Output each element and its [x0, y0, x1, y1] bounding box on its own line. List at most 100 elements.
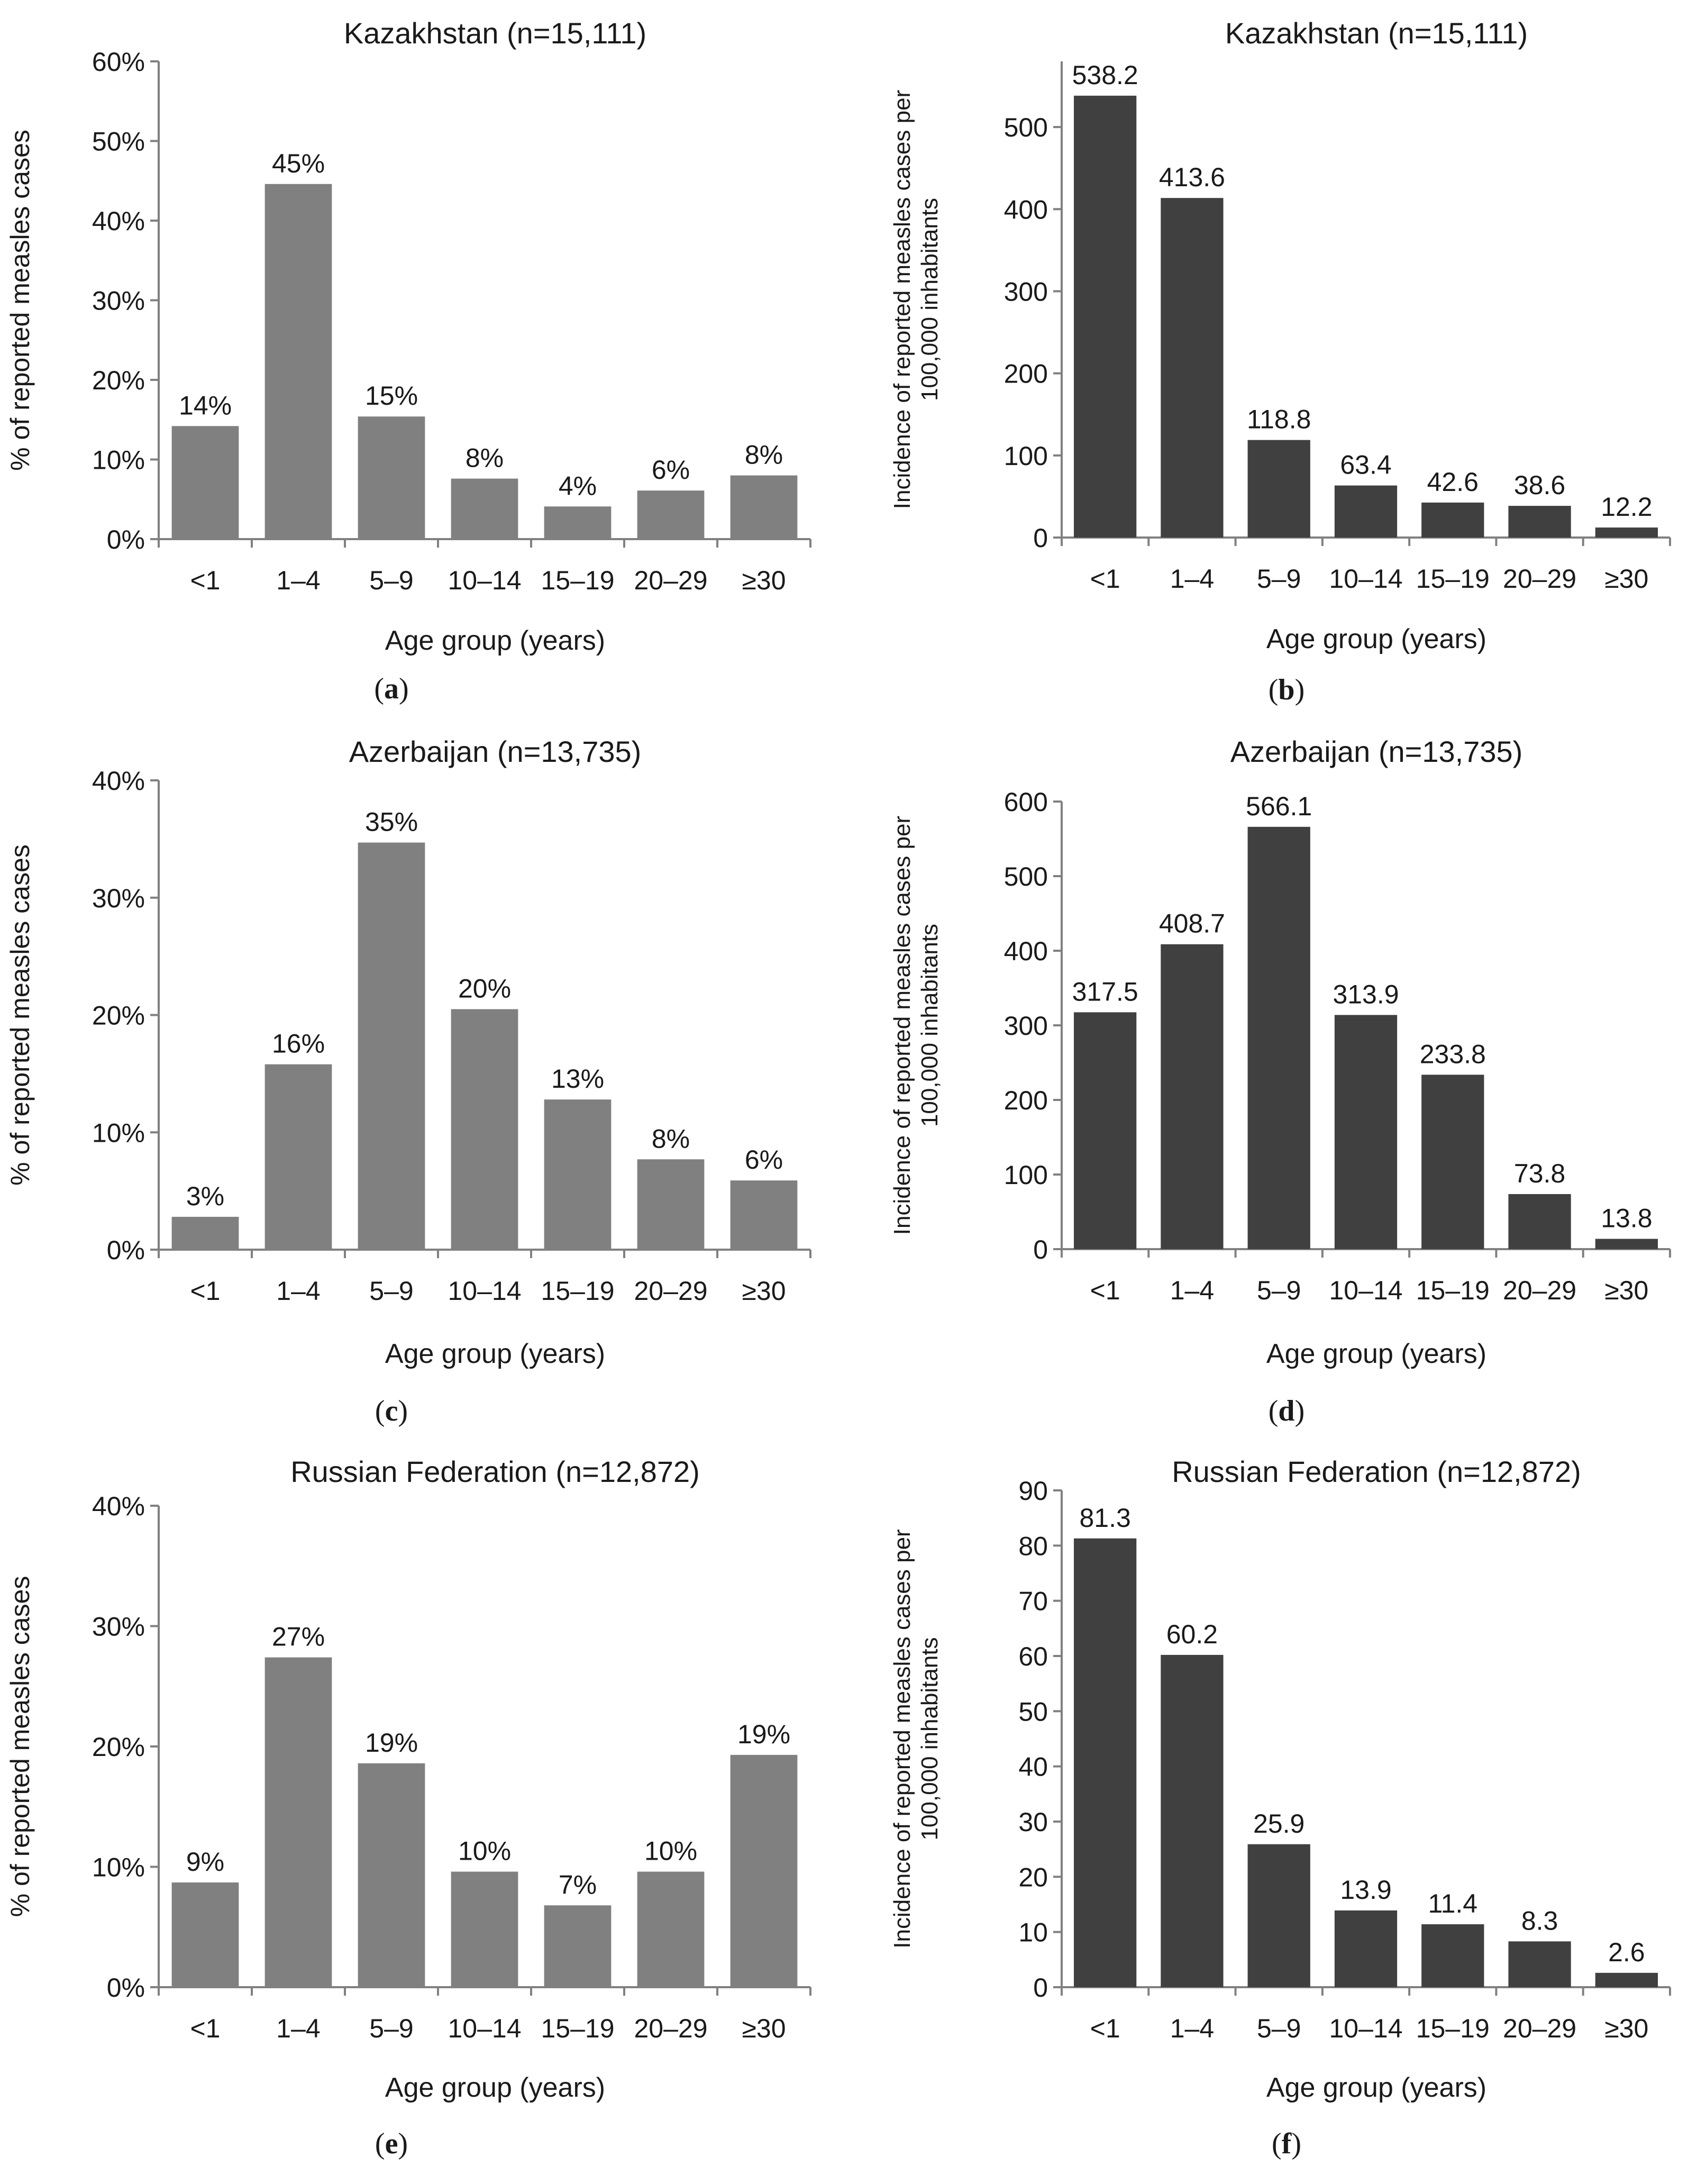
y-tick-label: 100 [1004, 1160, 1048, 1190]
bar-d-5 [1508, 1194, 1571, 1249]
x-tick-label: 1–4 [1170, 564, 1214, 594]
data-label: 73.8 [1514, 1159, 1565, 1188]
bar-a-5 [637, 490, 705, 539]
data-label: 7% [559, 1870, 597, 1899]
data-label: 408.7 [1159, 909, 1225, 939]
y-axis-label: % of reported measles cases [5, 844, 35, 1186]
y-tick-label: 30% [92, 884, 145, 913]
bar-c-1 [264, 1064, 332, 1250]
x-tick-label: <1 [1090, 2014, 1120, 2043]
data-label: 12.2 [1601, 492, 1652, 522]
panel-label: (d) [1269, 1395, 1304, 1427]
x-tick-label: ≥30 [742, 2014, 786, 2043]
y-tick-label: 10% [92, 1853, 145, 1882]
x-tick-label: 15–19 [1416, 2014, 1490, 2043]
y-tick-label: 500 [1004, 862, 1048, 891]
data-label: 60.2 [1166, 1619, 1218, 1649]
data-label: 25.9 [1253, 1809, 1304, 1839]
data-label: 14% [179, 390, 232, 420]
panel-label: (f) [1272, 2127, 1301, 2160]
y-tick-label: 30% [92, 1612, 145, 1642]
chart-title: Kazakhstan (n=15,111) [344, 16, 646, 50]
x-tick-label: 15–19 [1416, 564, 1490, 594]
x-tick-label: ≥30 [742, 566, 786, 595]
y-tick-label: 0 [1033, 1235, 1048, 1264]
y-tick-label: 400 [1004, 195, 1048, 224]
x-tick-label: 20–29 [1503, 564, 1576, 594]
data-label: 20% [458, 973, 511, 1003]
data-label: 413.6 [1159, 162, 1225, 192]
x-tick-label: 10–14 [1329, 564, 1402, 594]
data-label: 35% [365, 807, 418, 837]
x-tick-label: 10–14 [1329, 2014, 1402, 2043]
y-tick-label: 300 [1004, 1011, 1048, 1041]
x-tick-label: 20–29 [634, 566, 707, 595]
data-label: 45% [272, 149, 325, 178]
y-tick-label: 10% [92, 1118, 145, 1148]
x-tick-label: 20–29 [1503, 2014, 1576, 2043]
bar-a-1 [264, 184, 332, 539]
bar-f-3 [1334, 1910, 1398, 1987]
data-label: 6% [745, 1145, 783, 1175]
x-tick-label: ≥30 [742, 1276, 786, 1306]
data-label: 10% [458, 1836, 511, 1866]
bar-b-4 [1421, 502, 1484, 538]
bar-a-0 [171, 426, 239, 539]
x-axis-label: Age group (years) [1266, 2072, 1486, 2103]
y-tick-label: 20 [1018, 1862, 1048, 1892]
x-tick-label: 1–4 [276, 1276, 320, 1306]
y-tick-label: 80 [1018, 1531, 1048, 1561]
y-tick-label: 10% [92, 445, 145, 475]
x-axis-label: Age group (years) [385, 2072, 605, 2103]
bar-f-2 [1247, 1844, 1310, 1987]
x-tick-label: <1 [1090, 1276, 1120, 1305]
y-tick-label: 40% [92, 766, 145, 796]
y-tick-label: 60 [1018, 1642, 1048, 1671]
bar-c-6 [730, 1180, 798, 1250]
bar-e-0 [171, 1882, 239, 1987]
y-tick-label: 20% [92, 1001, 145, 1031]
bar-c-2 [358, 842, 425, 1250]
y-tick-label: 0 [1033, 523, 1048, 553]
y-tick-label: 20% [92, 366, 145, 395]
x-tick-label: 10–14 [448, 566, 521, 595]
bar-e-2 [358, 1763, 425, 1987]
x-tick-label: 15–19 [1416, 1276, 1490, 1305]
bar-c-3 [451, 1009, 518, 1250]
chart-panel-b: Kazakhstan (n=15,111) 0 100 200 300 400 500 538… [889, 16, 1671, 706]
data-label: 6% [652, 455, 690, 485]
data-label: 27% [272, 1622, 325, 1652]
x-tick-label: ≥30 [1604, 2014, 1648, 2043]
x-tick-label: 20–29 [634, 1276, 707, 1306]
chart-title: Azerbaijan (n=13,735) [1230, 735, 1523, 768]
y-tick-label: 50 [1018, 1697, 1048, 1726]
x-tick-label: <1 [190, 566, 220, 595]
x-axis-label: Age group (years) [385, 1339, 605, 1369]
y-tick-label: 30% [92, 286, 145, 316]
y-tick-label: 60% [92, 47, 145, 77]
bar-b-0 [1074, 95, 1137, 538]
y-tick-label: 0% [107, 1235, 145, 1265]
data-label: 2.6 [1608, 1937, 1645, 1967]
bar-a-4 [544, 506, 612, 539]
bar-d-0 [1074, 1012, 1137, 1249]
x-axis-label: Age group (years) [1266, 1339, 1486, 1369]
y-tick-label: 40% [92, 206, 145, 236]
data-label: 118.8 [1247, 405, 1311, 434]
chart-title: Russian Federation (n=12,872) [1172, 1455, 1581, 1488]
data-label: 8% [652, 1124, 690, 1153]
bar-c-4 [544, 1099, 612, 1250]
x-tick-label: 10–14 [448, 2014, 521, 2043]
y-tick-label: 10 [1018, 1918, 1048, 1948]
data-label: 15% [365, 381, 418, 411]
data-label: 13.9 [1340, 1875, 1391, 1905]
y-tick-label: 100 [1004, 441, 1048, 471]
y-tick-label: 400 [1004, 936, 1048, 966]
panel-label: (b) [1269, 674, 1304, 706]
bar-e-3 [451, 1871, 518, 1987]
bar-d-2 [1247, 826, 1310, 1249]
bar-c-5 [637, 1159, 705, 1250]
y-tick-label: 200 [1004, 359, 1048, 389]
data-label: 4% [559, 471, 597, 501]
chart-title: Russian Federation (n=12,872) [290, 1455, 700, 1488]
